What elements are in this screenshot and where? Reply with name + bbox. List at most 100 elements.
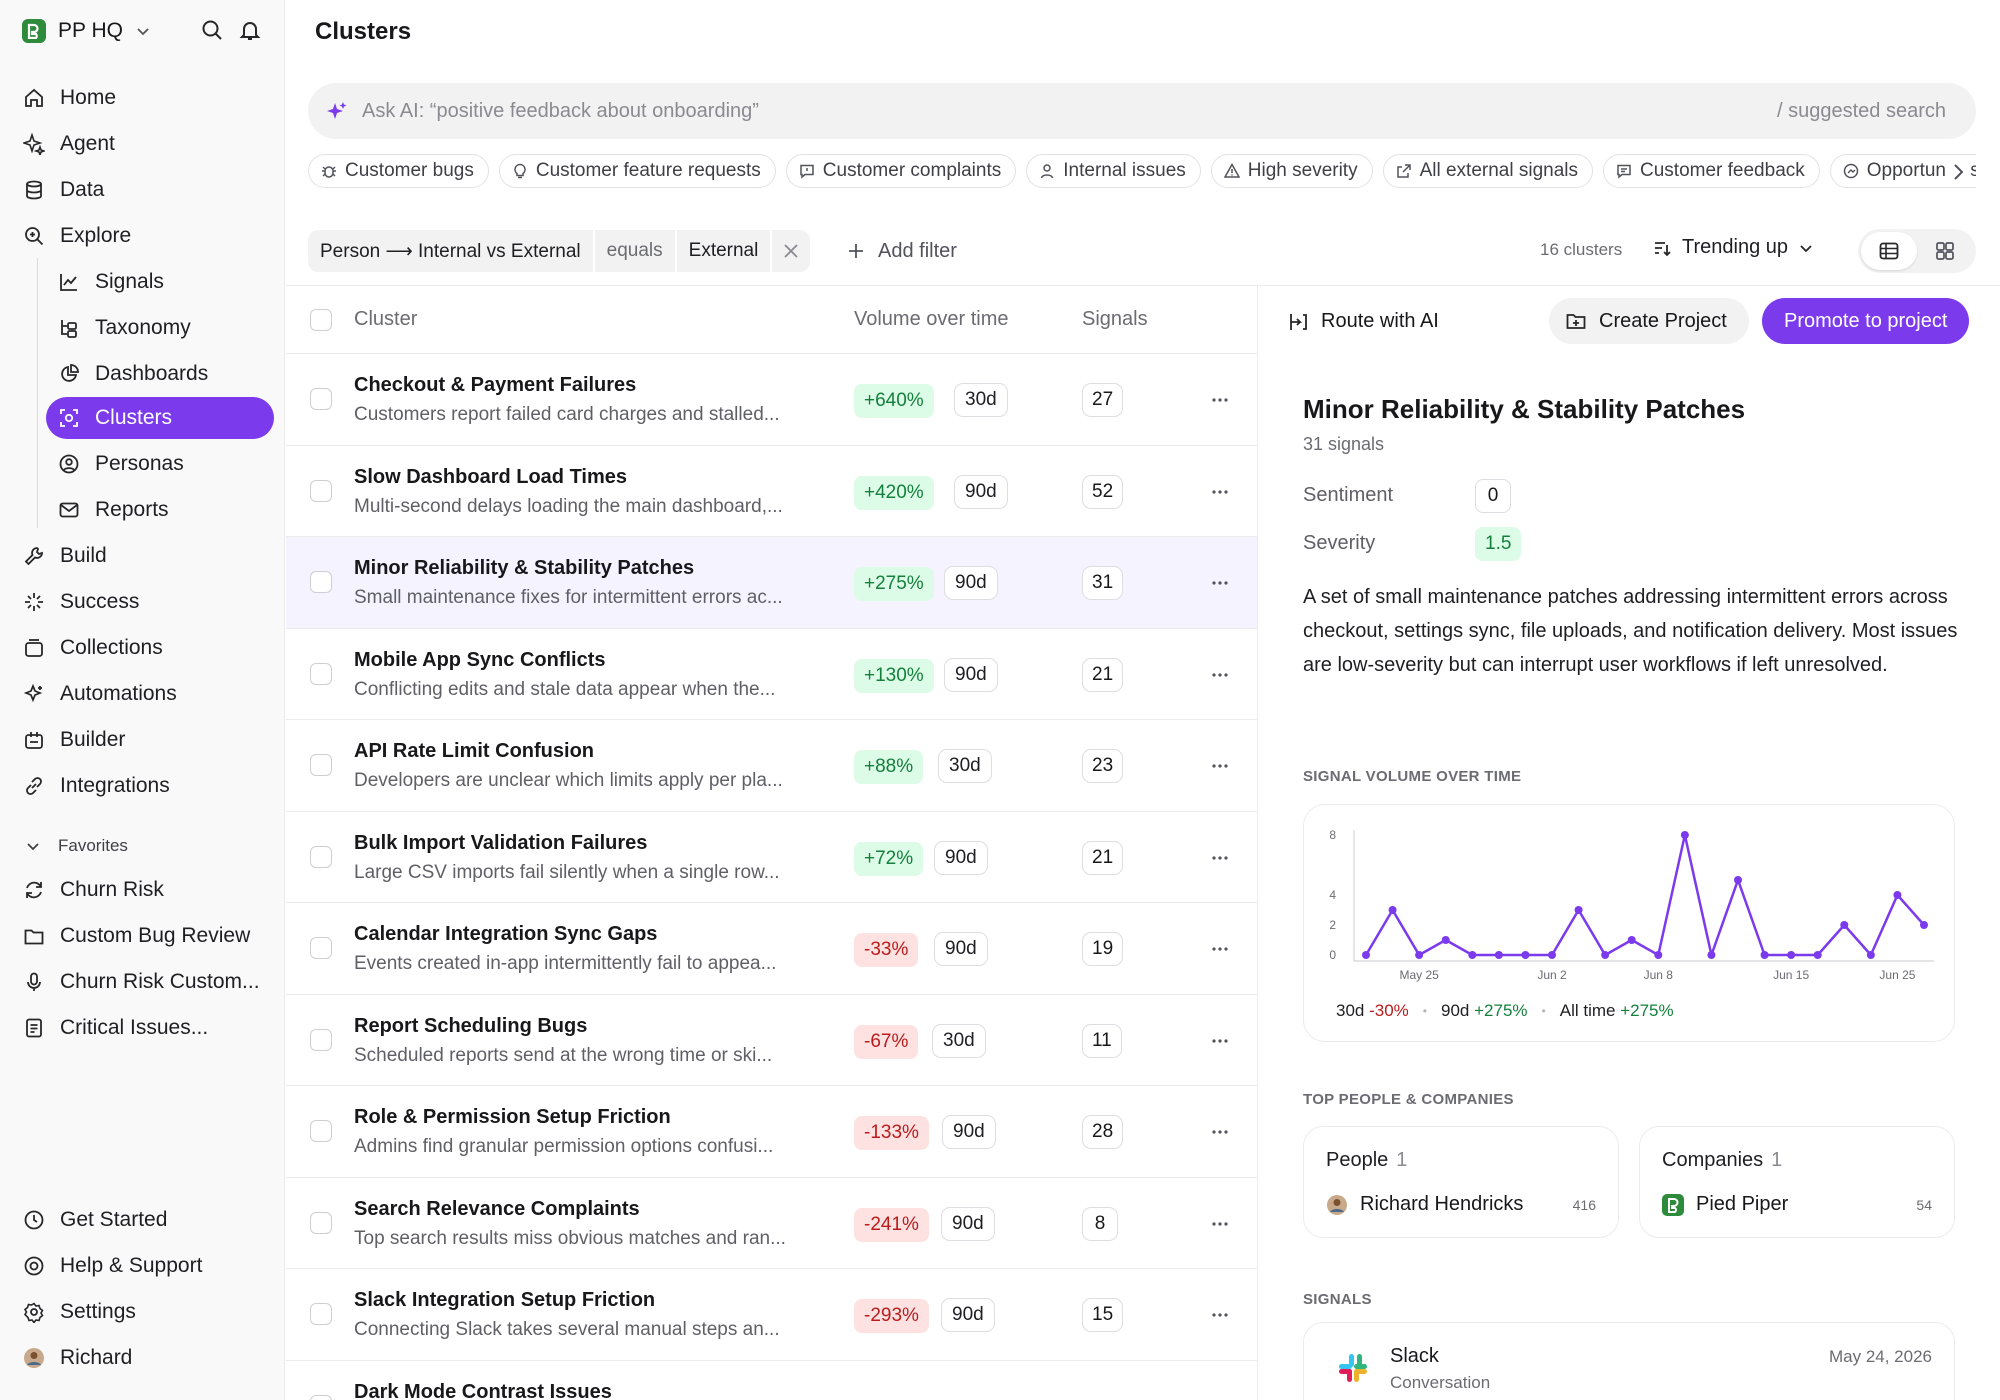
data-point[interactable] xyxy=(1734,876,1742,884)
more-icon[interactable] xyxy=(1210,848,1230,868)
nav-get-started[interactable]: Get Started xyxy=(22,1200,167,1240)
data-point[interactable] xyxy=(1787,951,1796,959)
favorite-item[interactable]: Churn Risk xyxy=(22,870,164,910)
column-header-volume[interactable]: Volume over time xyxy=(854,308,1009,330)
bell-icon[interactable] xyxy=(238,18,262,42)
more-icon[interactable] xyxy=(1210,756,1230,776)
more-icon[interactable] xyxy=(1210,390,1230,410)
chip-feature-requests[interactable]: Customer feature requests xyxy=(498,154,776,188)
nav-personas[interactable]: Personas xyxy=(57,444,184,484)
sort-dropdown[interactable]: Trending up xyxy=(1652,236,1814,259)
signal-card[interactable]: Slack Conversation May 24, 2026 xyxy=(1303,1322,1955,1400)
row-checkbox[interactable] xyxy=(310,1394,332,1400)
table-row[interactable]: Minor Reliability & Stability Patches Sma… xyxy=(286,537,1257,629)
company-name[interactable]: Pied Piper xyxy=(1696,1193,1789,1215)
data-point[interactable] xyxy=(1415,951,1424,959)
nav-explore[interactable]: Explore xyxy=(22,216,131,256)
select-all-checkbox[interactable] xyxy=(310,309,332,331)
data-point[interactable] xyxy=(1362,951,1370,959)
data-point[interactable] xyxy=(1521,951,1530,959)
filter-field[interactable]: Person ⟶ Internal vs External xyxy=(320,240,581,262)
create-project-button[interactable]: Create Project xyxy=(1549,298,1749,344)
table-row[interactable]: Bulk Import Validation Failures Large CSV… xyxy=(286,812,1257,903)
chip-customer-bugs[interactable]: Customer bugs xyxy=(308,154,489,188)
data-point[interactable] xyxy=(1654,951,1663,959)
data-point[interactable] xyxy=(1548,951,1556,959)
table-row[interactable]: Dark Mode Contrast Issues xyxy=(286,1361,1257,1400)
favorite-item[interactable]: Custom Bug Review xyxy=(22,916,250,956)
table-row[interactable]: API Rate Limit Confusion Developers are u… xyxy=(286,720,1257,812)
table-row[interactable]: Mobile App Sync Conflicts Conflicting edi… xyxy=(286,629,1257,720)
data-point[interactable] xyxy=(1468,951,1477,959)
filter-operator[interactable]: equals xyxy=(592,230,675,272)
people-card[interactable]: People 1 Richard Hendricks 416 xyxy=(1303,1126,1619,1238)
route-with-ai-button[interactable]: Route with AI xyxy=(1287,310,1439,333)
data-point[interactable] xyxy=(1574,906,1583,914)
workspace-switcher[interactable]: PP HQ xyxy=(22,16,151,46)
user-profile[interactable]: Richard xyxy=(22,1338,132,1378)
row-checkbox[interactable] xyxy=(310,1120,332,1142)
filter-value[interactable]: External xyxy=(674,230,771,272)
nav-integrations[interactable]: Integrations xyxy=(22,766,170,806)
nav-agent[interactable]: Agent xyxy=(22,124,115,164)
table-row[interactable]: Role & Permission Setup Friction Admins f… xyxy=(286,1086,1257,1178)
companies-card[interactable]: Companies 1 Pied Piper 54 xyxy=(1639,1126,1955,1238)
more-icon[interactable] xyxy=(1210,665,1230,685)
table-row[interactable]: Calendar Integration Sync Gaps Events cre… xyxy=(286,903,1257,995)
more-icon[interactable] xyxy=(1210,1305,1230,1325)
more-icon[interactable] xyxy=(1210,1122,1230,1142)
table-row[interactable]: Slow Dashboard Load Times Multi-second de… xyxy=(286,446,1257,537)
person-name[interactable]: Richard Hendricks xyxy=(1360,1193,1524,1215)
nav-builder[interactable]: Builder xyxy=(22,720,125,760)
nav-taxonomy[interactable]: Taxonomy xyxy=(57,308,191,348)
data-point[interactable] xyxy=(1494,951,1503,959)
data-point[interactable] xyxy=(1920,921,1928,929)
chip-external-signals[interactable]: All external signals xyxy=(1382,154,1594,188)
more-icon[interactable] xyxy=(1210,1031,1230,1051)
favorite-item[interactable]: Churn Risk Custom... xyxy=(22,962,260,1002)
nav-reports[interactable]: Reports xyxy=(57,490,169,530)
nav-clusters[interactable]: Clusters xyxy=(46,397,274,439)
chip-high-severity[interactable]: High severity xyxy=(1210,154,1373,188)
row-checkbox[interactable] xyxy=(310,937,332,959)
data-point[interactable] xyxy=(1388,906,1397,914)
nav-success[interactable]: Success xyxy=(22,582,139,622)
column-header-cluster[interactable]: Cluster xyxy=(354,308,418,330)
table-view-button[interactable] xyxy=(1861,232,1917,270)
data-point[interactable] xyxy=(1441,936,1450,944)
chevron-right-icon[interactable] xyxy=(1946,160,1970,184)
chip-internal-issues[interactable]: Internal issues xyxy=(1026,154,1201,188)
nav-data[interactable]: Data xyxy=(22,170,104,210)
more-icon[interactable] xyxy=(1210,482,1230,502)
data-point[interactable] xyxy=(1840,921,1849,929)
promote-to-project-button[interactable]: Promote to project xyxy=(1762,298,1970,344)
nav-dashboards[interactable]: Dashboards xyxy=(57,354,208,394)
data-point[interactable] xyxy=(1760,951,1769,959)
row-checkbox[interactable] xyxy=(310,662,332,685)
search-icon[interactable] xyxy=(200,18,224,42)
chip-customer-feedback[interactable]: Customer feedback xyxy=(1603,154,1820,188)
nav-collections[interactable]: Collections xyxy=(22,628,163,668)
row-checkbox[interactable] xyxy=(310,1211,332,1234)
data-point[interactable] xyxy=(1866,951,1875,959)
row-checkbox[interactable] xyxy=(310,1303,332,1325)
data-point[interactable] xyxy=(1893,891,1902,899)
favorite-item[interactable]: Critical Issues... xyxy=(22,1008,208,1048)
nav-automations[interactable]: Automations xyxy=(22,674,177,714)
more-icon[interactable] xyxy=(1210,939,1230,959)
table-row[interactable]: Search Relevance Complaints Top search re… xyxy=(286,1178,1257,1269)
row-checkbox[interactable] xyxy=(310,845,332,868)
nav-settings[interactable]: Settings xyxy=(22,1292,136,1332)
more-icon[interactable] xyxy=(1210,1214,1230,1234)
ai-search-input[interactable]: Ask AI: “positive feedback about onboard… xyxy=(308,83,1976,139)
close-icon[interactable] xyxy=(770,230,810,272)
data-point[interactable] xyxy=(1627,936,1636,944)
column-header-signals[interactable]: Signals xyxy=(1082,308,1148,330)
row-checkbox[interactable] xyxy=(310,1028,332,1051)
row-checkbox[interactable] xyxy=(310,571,332,593)
table-row[interactable]: Checkout & Payment Failures Customers rep… xyxy=(286,354,1257,446)
data-point[interactable] xyxy=(1707,951,1716,959)
chip-complaints[interactable]: Customer complaints xyxy=(785,154,1017,188)
nav-help[interactable]: Help & Support xyxy=(22,1246,202,1286)
more-icon[interactable] xyxy=(1210,573,1230,593)
